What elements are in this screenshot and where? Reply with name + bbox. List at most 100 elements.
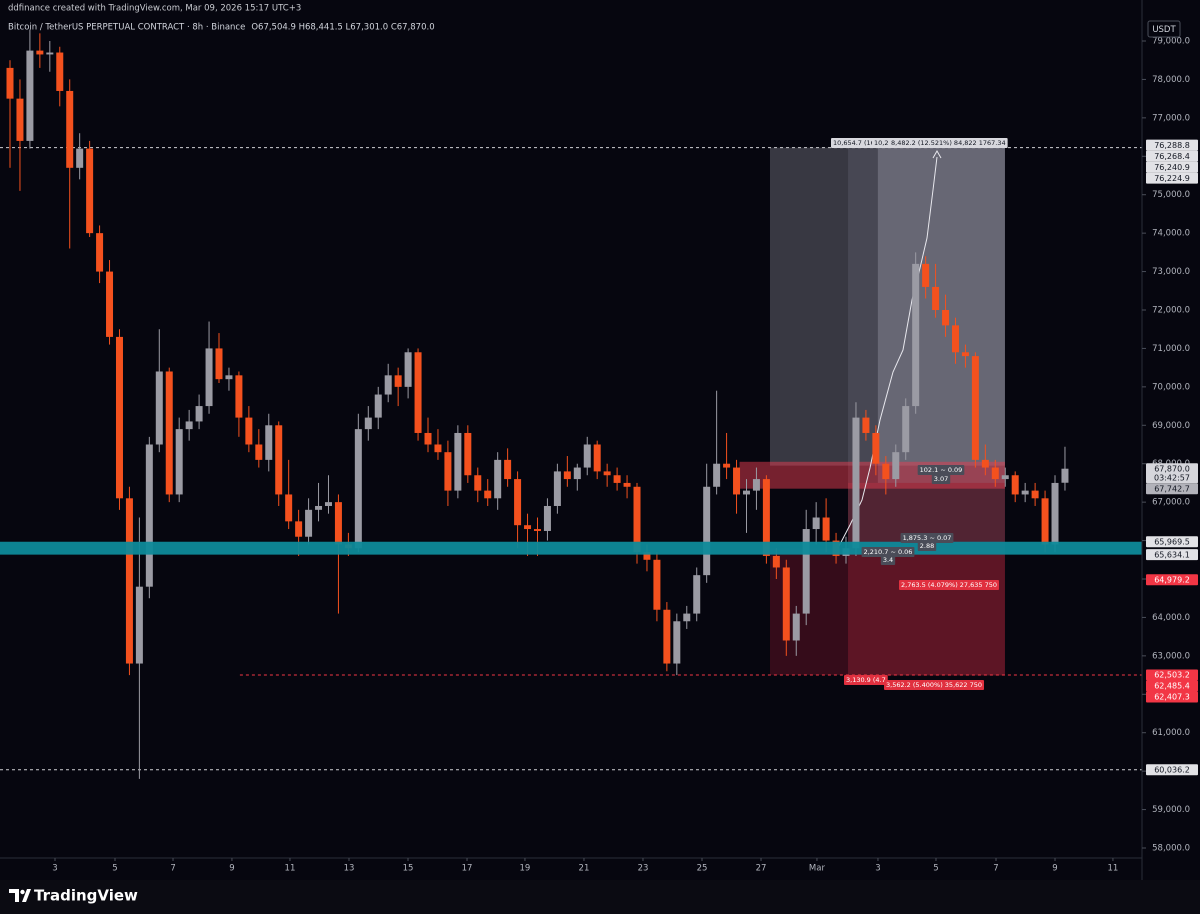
candle-body xyxy=(852,417,860,549)
annotation: 2,210.7 ~ 0.06 xyxy=(864,548,913,556)
price-label: 67,870.0 xyxy=(1154,465,1190,474)
candle-body xyxy=(115,336,123,499)
candle-body xyxy=(782,567,790,641)
annotation: 10,27 xyxy=(874,139,893,147)
candle-body xyxy=(474,475,482,491)
candle-body xyxy=(175,429,183,495)
currency-box[interactable] xyxy=(1147,20,1181,38)
candle-body xyxy=(106,271,114,337)
candle-body xyxy=(991,467,999,480)
price-label: 67,742.7 xyxy=(1154,485,1190,494)
price-label: 76,268.4 xyxy=(1154,152,1190,161)
y-tick-label: 63,000.0 xyxy=(1152,651,1190,661)
candle-body xyxy=(364,417,372,430)
price-label-box xyxy=(1146,463,1198,484)
annotation-box xyxy=(931,474,951,484)
candle-body xyxy=(66,90,74,168)
candle-body xyxy=(315,505,323,510)
candle-body xyxy=(404,352,412,387)
candle-body xyxy=(494,459,502,499)
projection-path xyxy=(837,156,938,549)
price-label-box xyxy=(1146,549,1198,561)
credit: ddfinance created with TradingView.com, … xyxy=(8,4,301,14)
candle-body xyxy=(932,286,940,310)
candle-body xyxy=(583,444,591,468)
currency[interactable]: USDT xyxy=(1152,25,1176,35)
support-band xyxy=(0,541,1142,555)
candle-body xyxy=(981,459,989,468)
x-tick-label: 5 xyxy=(933,864,938,874)
candle-body xyxy=(573,467,581,480)
candle-body xyxy=(205,348,213,407)
symbol: Bitcoin / TetherUS PERPETUAL CONTRACT · … xyxy=(8,23,245,33)
candle-body xyxy=(96,233,104,272)
price-label-box xyxy=(1146,139,1198,151)
axis-area: 58,000.059,000.060,000.061,000.062,000.0… xyxy=(52,36,1198,874)
annotation: 3,130.9 (4.7 xyxy=(846,676,886,684)
candle-body xyxy=(892,452,900,480)
x-tick-label: 3 xyxy=(52,864,57,874)
candle-body xyxy=(623,482,631,487)
candle-body xyxy=(285,494,293,522)
candle-body xyxy=(514,479,522,526)
price-countdown: 03:42:57 xyxy=(1154,474,1190,483)
candle-body xyxy=(603,471,611,476)
candle-body xyxy=(593,444,601,472)
candle-body xyxy=(245,417,253,445)
candle-body xyxy=(942,309,950,326)
candle-body xyxy=(683,613,691,622)
candle-body xyxy=(86,148,94,234)
candle-body xyxy=(772,555,780,568)
y-tick-label: 73,000.0 xyxy=(1152,267,1190,277)
price-label: 62,407.3 xyxy=(1154,693,1190,702)
x-tick-label: 9 xyxy=(1052,864,1057,874)
price-label: 62,503.2 xyxy=(1154,671,1190,680)
annotation-box xyxy=(900,533,954,543)
candle-body xyxy=(1001,475,1009,480)
candle-body xyxy=(305,509,313,537)
annotation: 2.88 xyxy=(920,542,934,550)
price-label: 65,969.5 xyxy=(1154,538,1190,547)
candle-body xyxy=(543,505,551,531)
y-tick-label: 69,000.0 xyxy=(1152,421,1190,431)
candle-body xyxy=(424,432,432,445)
price-label-box xyxy=(1146,680,1198,692)
candle-body xyxy=(951,325,959,353)
candle-body xyxy=(792,613,800,641)
y-tick-label: 78,000.0 xyxy=(1152,75,1190,85)
candle-body xyxy=(862,417,870,433)
candle-body xyxy=(6,67,14,99)
candle-body xyxy=(155,371,163,445)
candle-body xyxy=(76,148,84,168)
annotation-box xyxy=(899,580,1000,590)
candle-body xyxy=(762,479,770,556)
candle-body xyxy=(36,50,44,55)
candle-body xyxy=(693,575,701,614)
x-tick-label: 23 xyxy=(638,864,649,874)
x-tick-label: 7 xyxy=(993,864,998,874)
x-tick-label: 11 xyxy=(285,864,296,874)
price-label: 76,288.8 xyxy=(1154,141,1190,150)
plot-area: 10,654.7 (16 10,278,482.2 (12.521%) 84,82… xyxy=(0,29,1142,779)
x-tick-label: 5 xyxy=(112,864,117,874)
x-tick-label: 9 xyxy=(229,864,234,874)
candle-body xyxy=(653,559,661,610)
candle-body xyxy=(275,425,283,495)
candle-body xyxy=(165,371,173,495)
candle-body xyxy=(235,375,243,418)
candle-body xyxy=(922,263,930,287)
candle-body xyxy=(16,98,24,141)
candle-body xyxy=(444,452,452,491)
y-tick-label: 67,000.0 xyxy=(1152,498,1190,508)
candle-body xyxy=(324,502,332,506)
y-tick-label: 79,000.0 xyxy=(1152,36,1190,46)
annotation: 8,482.2 (12.521%) 84,822 1767.34 xyxy=(891,139,1006,147)
y-tick-label: 77,000.0 xyxy=(1152,113,1190,123)
candle-body xyxy=(145,444,153,587)
candle-body xyxy=(524,525,532,530)
y-tick-label: 64,000.0 xyxy=(1152,613,1190,623)
x-tick-label: 19 xyxy=(520,864,531,874)
candle-body xyxy=(454,432,462,491)
candle-body xyxy=(195,406,203,422)
